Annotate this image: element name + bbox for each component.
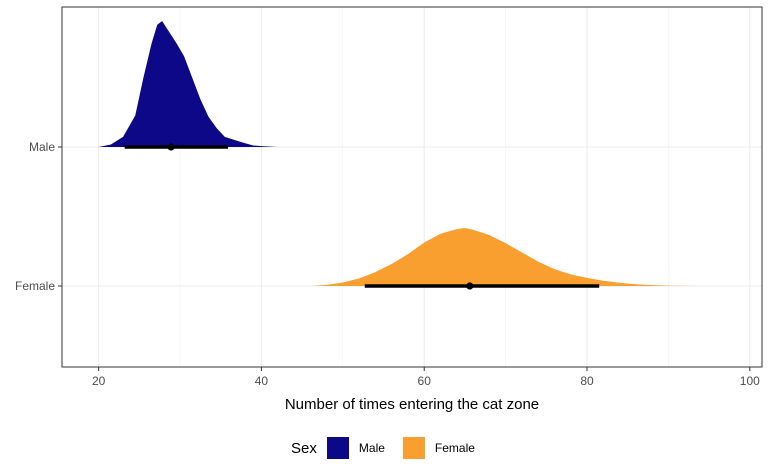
legend-title: Sex xyxy=(291,439,317,457)
y-tick-label-male: Male xyxy=(29,140,55,154)
x-tick-label: 80 xyxy=(580,374,594,388)
legend: Sex Male Female xyxy=(0,433,770,463)
legend-label-male: Male xyxy=(358,441,385,455)
legend-label-female: Female xyxy=(434,441,475,455)
median-point-female xyxy=(466,282,474,290)
x-axis-title: Number of times entering the cat zone xyxy=(285,396,539,413)
legend-key-female xyxy=(402,437,425,459)
plot-panel-border xyxy=(61,6,763,368)
x-tick-label: 20 xyxy=(92,374,106,388)
data-layer xyxy=(98,21,697,290)
y-tick-label-female: Female xyxy=(15,279,55,293)
legend-key-male xyxy=(326,437,349,459)
x-tick-label: 40 xyxy=(255,374,269,388)
density-male xyxy=(98,21,278,147)
density-female xyxy=(310,228,697,286)
axes: 20 40 60 80 100 Male Female xyxy=(15,140,760,388)
median-point-male xyxy=(167,143,175,151)
x-tick-label: 100 xyxy=(740,374,760,388)
x-tick-label: 60 xyxy=(418,374,432,388)
